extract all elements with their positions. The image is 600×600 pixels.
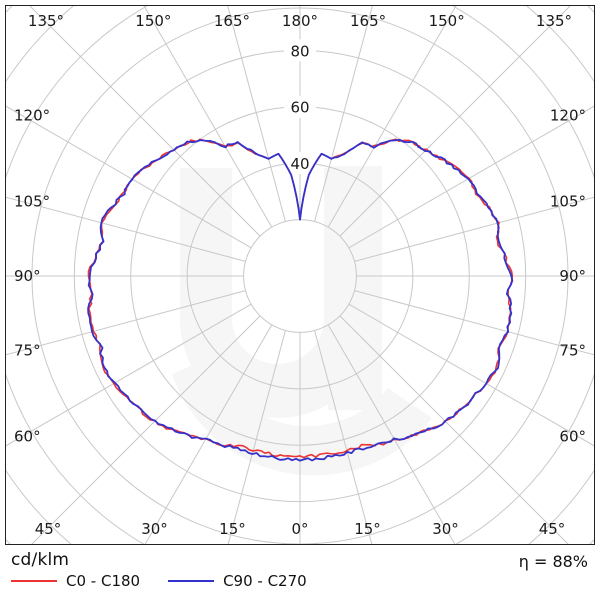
legend-label-c90-c270: C90 - C270 xyxy=(223,572,307,590)
angle-tick-label: 15° xyxy=(219,520,246,538)
angle-tick-label: 30° xyxy=(141,520,168,538)
angle-tick-label: 45° xyxy=(539,520,566,538)
radial-tick-label: 40 xyxy=(290,155,309,173)
angle-tick-label: 180° xyxy=(282,12,318,30)
legend-entries: C0 - C180 C90 - C270 xyxy=(11,572,335,590)
angle-tick-label: 165° xyxy=(350,12,386,30)
polar-grid xyxy=(6,6,594,544)
legend-unit-label: cd/klm xyxy=(11,550,70,570)
polar-plot-svg: 135° 150° 165° 180° 165° 150° 135° 120° 105° 90° 7… xyxy=(6,6,594,544)
legend-swatch-c90-icon xyxy=(168,580,215,582)
radial-tick-label: 80 xyxy=(290,42,309,60)
angle-tick-label: 90° xyxy=(559,267,586,285)
radial-tick-labels: 80 60 40 xyxy=(284,39,316,175)
angle-tick-label: 135° xyxy=(28,12,64,30)
legend-swatch-c0-icon xyxy=(11,580,57,582)
data-curves xyxy=(87,138,514,462)
radial-tick-label: 60 xyxy=(290,99,309,117)
angle-tick-label: 0° xyxy=(291,520,308,538)
legend-item-c90-c270: C90 - C270 xyxy=(168,572,307,590)
angle-tick-label: 75° xyxy=(559,341,586,359)
angle-tick-label: 60° xyxy=(559,428,586,446)
legend-label-c0-c180: C0 - C180 xyxy=(66,572,141,590)
angle-tick-labels: 135° 150° 165° 180° 165° 150° 135° 120° 105° 90° 7… xyxy=(14,12,586,538)
angle-tick-label: 45° xyxy=(35,520,62,538)
angle-tick-label: 75° xyxy=(14,341,41,359)
angle-tick-label: 150° xyxy=(135,12,171,30)
angle-tick-label: 150° xyxy=(429,12,465,30)
angle-tick-label: 90° xyxy=(14,267,41,285)
angle-tick-label: 120° xyxy=(14,106,50,124)
angle-tick-label: 30° xyxy=(432,520,459,538)
efficiency-label: η = 88% xyxy=(518,552,588,571)
curve-c90-c270 xyxy=(87,138,514,462)
angle-tick-label: 15° xyxy=(354,520,381,538)
polar-chart-canvas: 135° 150° 165° 180° 165° 150° 135° 120° 105° 90° 7… xyxy=(5,5,595,545)
angle-tick-label: 105° xyxy=(14,193,50,211)
chart-legend: cd/klm η = 88% C0 - C180 C90 - C270 xyxy=(0,548,600,600)
angle-tick-label: 105° xyxy=(550,193,586,211)
legend-item-c0-c180: C0 - C180 xyxy=(11,572,140,590)
angle-tick-label: 135° xyxy=(536,12,572,30)
angle-tick-label: 165° xyxy=(214,12,250,30)
angle-tick-label: 120° xyxy=(550,106,586,124)
angle-tick-label: 60° xyxy=(14,428,41,446)
